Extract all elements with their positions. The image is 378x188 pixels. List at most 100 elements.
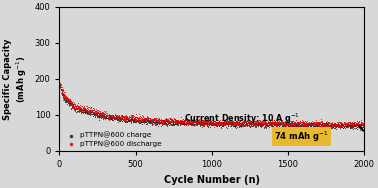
pTTPN@600 charge bbox=[282, 124, 288, 127]
pTTPN@600 discharge bbox=[114, 117, 120, 120]
pTTPN@600 charge bbox=[64, 102, 70, 105]
pTTPN@600 charge bbox=[279, 122, 285, 125]
pTTPN@600 charge bbox=[97, 114, 103, 117]
pTTPN@600 discharge bbox=[167, 118, 174, 121]
pTTPN@600 charge bbox=[110, 115, 116, 118]
pTTPN@600 charge bbox=[245, 122, 251, 125]
pTTPN@600 discharge bbox=[80, 108, 86, 111]
pTTPN@600 charge bbox=[256, 122, 262, 125]
pTTPN@600 discharge bbox=[172, 121, 178, 124]
pTTPN@600 charge bbox=[355, 124, 361, 127]
pTTPN@600 charge bbox=[330, 125, 336, 128]
pTTPN@600 charge bbox=[105, 116, 111, 119]
pTTPN@600 charge bbox=[232, 120, 238, 123]
pTTPN@600 charge bbox=[358, 126, 364, 129]
pTTPN@600 discharge bbox=[112, 117, 118, 120]
pTTPN@600 discharge bbox=[348, 123, 354, 126]
pTTPN@600 discharge bbox=[301, 124, 307, 127]
pTTPN@600 discharge bbox=[336, 124, 342, 127]
pTTPN@600 charge bbox=[194, 122, 200, 125]
pTTPN@600 discharge bbox=[178, 122, 184, 125]
pTTPN@600 charge bbox=[350, 125, 356, 128]
pTTPN@600 discharge bbox=[94, 112, 101, 115]
pTTPN@600 charge bbox=[58, 88, 64, 91]
pTTPN@600 charge bbox=[294, 122, 301, 125]
pTTPN@600 discharge bbox=[276, 124, 282, 127]
pTTPN@600 charge bbox=[160, 120, 166, 123]
pTTPN@600 charge bbox=[261, 122, 267, 125]
pTTPN@600 charge bbox=[308, 124, 314, 127]
pTTPN@600 charge bbox=[180, 122, 186, 125]
pTTPN@600 discharge bbox=[227, 121, 233, 124]
pTTPN@600 discharge bbox=[167, 121, 174, 124]
pTTPN@600 charge bbox=[330, 122, 336, 125]
pTTPN@600 discharge bbox=[244, 119, 250, 122]
pTTPN@600 charge bbox=[301, 125, 307, 128]
pTTPN@600 charge bbox=[181, 120, 187, 123]
pTTPN@600 discharge bbox=[289, 125, 295, 128]
pTTPN@600 charge bbox=[278, 122, 284, 125]
pTTPN@600 charge bbox=[239, 121, 245, 124]
pTTPN@600 charge bbox=[174, 120, 180, 123]
pTTPN@600 charge bbox=[306, 124, 312, 127]
pTTPN@600 charge bbox=[62, 99, 68, 102]
pTTPN@600 discharge bbox=[232, 121, 239, 124]
pTTPN@600 charge bbox=[166, 123, 172, 126]
pTTPN@600 charge bbox=[322, 122, 328, 125]
pTTPN@600 charge bbox=[92, 109, 98, 112]
pTTPN@600 discharge bbox=[288, 125, 294, 128]
pTTPN@600 charge bbox=[228, 124, 234, 127]
pTTPN@600 charge bbox=[210, 121, 216, 124]
pTTPN@600 charge bbox=[152, 123, 158, 126]
pTTPN@600 charge bbox=[132, 120, 138, 123]
pTTPN@600 discharge bbox=[178, 116, 184, 119]
pTTPN@600 charge bbox=[339, 124, 345, 127]
pTTPN@600 charge bbox=[219, 122, 225, 125]
pTTPN@600 charge bbox=[314, 123, 320, 126]
pTTPN@600 discharge bbox=[170, 119, 176, 122]
pTTPN@600 discharge bbox=[149, 118, 155, 121]
pTTPN@600 charge bbox=[294, 125, 300, 128]
pTTPN@600 charge bbox=[125, 117, 132, 120]
pTTPN@600 charge bbox=[74, 107, 81, 110]
pTTPN@600 discharge bbox=[219, 120, 225, 123]
pTTPN@600 charge bbox=[81, 108, 87, 111]
pTTPN@600 discharge bbox=[268, 123, 274, 126]
pTTPN@600 charge bbox=[64, 98, 70, 101]
pTTPN@600 charge bbox=[205, 123, 211, 126]
pTTPN@600 charge bbox=[246, 124, 252, 127]
Text: 74 mAh g$^{-1}$: 74 mAh g$^{-1}$ bbox=[274, 129, 329, 144]
pTTPN@600 discharge bbox=[300, 123, 306, 126]
pTTPN@600 discharge bbox=[87, 110, 93, 113]
pTTPN@600 discharge bbox=[225, 121, 231, 124]
pTTPN@600 discharge bbox=[218, 122, 224, 125]
pTTPN@600 charge bbox=[232, 124, 239, 127]
pTTPN@600 discharge bbox=[272, 120, 278, 123]
pTTPN@600 discharge bbox=[292, 122, 298, 125]
pTTPN@600 charge bbox=[359, 124, 366, 127]
pTTPN@600 discharge bbox=[65, 98, 71, 101]
pTTPN@600 discharge bbox=[158, 120, 164, 123]
pTTPN@600 discharge bbox=[124, 117, 130, 120]
pTTPN@600 discharge bbox=[104, 113, 110, 116]
pTTPN@600 discharge bbox=[246, 122, 253, 125]
pTTPN@600 discharge bbox=[73, 107, 79, 110]
pTTPN@600 charge bbox=[355, 123, 361, 126]
pTTPN@600 charge bbox=[294, 121, 300, 124]
pTTPN@600 discharge bbox=[211, 120, 217, 123]
pTTPN@600 discharge bbox=[251, 120, 257, 123]
pTTPN@600 charge bbox=[79, 109, 85, 112]
pTTPN@600 charge bbox=[358, 125, 364, 128]
pTTPN@600 charge bbox=[203, 121, 209, 124]
pTTPN@600 discharge bbox=[195, 121, 201, 124]
pTTPN@600 charge bbox=[197, 123, 203, 126]
pTTPN@600 charge bbox=[231, 123, 237, 126]
pTTPN@600 charge bbox=[180, 122, 186, 125]
pTTPN@600 charge bbox=[303, 126, 309, 129]
pTTPN@600 charge bbox=[251, 123, 257, 126]
pTTPN@600 discharge bbox=[94, 109, 101, 112]
pTTPN@600 discharge bbox=[97, 111, 103, 114]
pTTPN@600 charge bbox=[290, 126, 296, 129]
pTTPN@600 discharge bbox=[152, 118, 158, 121]
pTTPN@600 charge bbox=[239, 122, 245, 125]
